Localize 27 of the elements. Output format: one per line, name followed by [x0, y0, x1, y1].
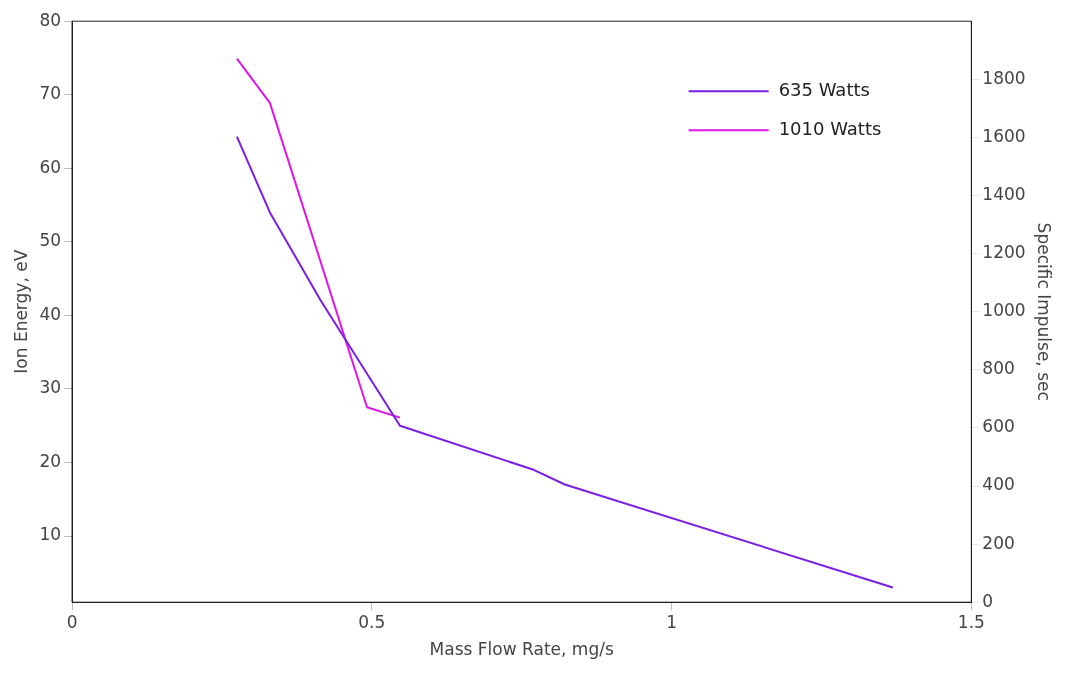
- y-tick-label: 20: [39, 450, 62, 471]
- y2-tick-label: 800: [982, 358, 1015, 379]
- y2-tick-label: 1000: [982, 300, 1026, 321]
- y2-tick-label: 400: [982, 474, 1015, 495]
- y-tick-label: 50: [39, 230, 62, 251]
- x-tick-label: 0.5: [358, 611, 386, 632]
- y-axis-title: Ion Energy, eV: [10, 249, 31, 374]
- y-tick-label: 60: [39, 156, 62, 177]
- x-tick-label: 0: [66, 611, 78, 632]
- legend-label: 635 Watts: [778, 78, 870, 100]
- x-axis-title: Mass Flow Rate, mg/s: [429, 639, 614, 660]
- x-tick-label: 1.5: [957, 611, 985, 632]
- y2-tick-label: 1400: [982, 183, 1026, 204]
- legend-label: 1010 Watts: [778, 117, 882, 139]
- y2-tick-label: 1600: [982, 125, 1026, 146]
- y-tick-label: 80: [39, 9, 62, 30]
- y2-tick-label: 200: [982, 532, 1015, 553]
- y-tick-label: 10: [39, 524, 62, 545]
- y2-axis-title: Specific Impulse, sec: [1034, 222, 1055, 401]
- y2-tick-label: 0: [982, 590, 994, 611]
- y-tick-label: 70: [39, 83, 62, 104]
- y-tick-label: 30: [39, 377, 62, 398]
- y-tick-label: 40: [39, 303, 62, 324]
- y2-tick-label: 1800: [982, 67, 1026, 88]
- x-tick-label: 1: [666, 611, 677, 632]
- y2-tick-label: 600: [982, 416, 1015, 437]
- y2-tick-label: 1200: [982, 242, 1026, 263]
